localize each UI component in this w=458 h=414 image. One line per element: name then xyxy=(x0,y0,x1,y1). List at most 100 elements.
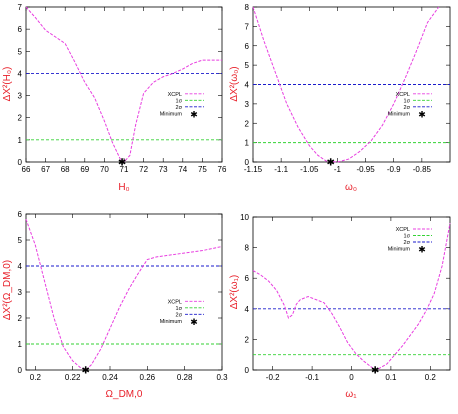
y-tick-label: 4 xyxy=(18,69,23,78)
x-tick-label: 66 xyxy=(22,165,31,174)
xcpl-curve xyxy=(252,223,451,371)
y-axis-label: ΔX²(Ω_DM,0) xyxy=(2,260,13,320)
legend-minimum-marker: ✱ xyxy=(418,245,426,255)
minimum-marker: ✱ xyxy=(326,158,334,169)
x-tick-label: 0 xyxy=(349,373,354,382)
x-tick-label: -1.1 xyxy=(274,165,288,174)
y-tick-label: 3 xyxy=(18,288,23,297)
y-tick-label: 3 xyxy=(245,100,250,109)
x-tick-label: -1.05 xyxy=(300,165,319,174)
x-tick-label: 75 xyxy=(198,165,207,174)
x-tick-label: 0.28 xyxy=(177,373,193,382)
x-tick-label: -0.95 xyxy=(356,165,375,174)
x-tick-label: -0.2 xyxy=(266,373,280,382)
x-tick-label: -0.9 xyxy=(387,165,401,174)
y-axis-label-text: ΔX²(ω₁) xyxy=(229,275,240,310)
y-tick-label: 1 xyxy=(18,136,23,145)
legend-one-sigma-label: 1σ xyxy=(176,306,183,312)
y-tick-label: 0 xyxy=(18,158,23,167)
xcpl-curve xyxy=(25,219,223,371)
minimum-marker: ✱ xyxy=(118,158,126,169)
y-axis-label-text: ΔX²(ω₀) xyxy=(229,66,240,101)
y-axis-label: ΔX²(ω₁) xyxy=(229,275,240,310)
plot-frame xyxy=(25,213,223,371)
legend-two-sigma-label: 2σ xyxy=(176,105,183,111)
y-tick-label: 2 xyxy=(18,114,23,123)
chart-panel-H0: 66 67 68 69 70 71 72 73 74 75 7601234567✱XCPL1σ2σM… xyxy=(2,3,227,193)
x-tick-label: -0.1 xyxy=(305,373,319,382)
x-tick-label: 0.2 xyxy=(30,373,42,382)
x-tick-label: 68 xyxy=(61,165,70,174)
y-tick-label: 5 xyxy=(245,61,250,70)
x-tick-label: 74 xyxy=(178,165,187,174)
y-tick-label: 2 xyxy=(245,335,250,344)
y-tick-label: 1 xyxy=(18,340,23,349)
x-tick-label: 72 xyxy=(139,165,148,174)
legend-xcpl-label: XCPL xyxy=(168,299,182,305)
y-tick-label: 6 xyxy=(245,274,250,283)
x-tick-label: 0.2 xyxy=(425,373,437,382)
y-tick-label: 5 xyxy=(18,236,23,245)
xcpl-curve xyxy=(25,6,222,163)
y-tick-label: 4 xyxy=(245,81,250,90)
x-tick-label: 73 xyxy=(159,165,168,174)
y-tick-label: 1 xyxy=(245,139,250,148)
legend-minimum-label: Minimum xyxy=(160,319,183,325)
y-tick-label: 0 xyxy=(245,158,250,167)
legend-minimum-label: Minimum xyxy=(388,111,411,117)
y-tick-label: 6 xyxy=(18,210,23,219)
x-axis-label-text: H₀ xyxy=(118,182,129,193)
x-tick-label: 0.1 xyxy=(385,373,397,382)
y-tick-label: 4 xyxy=(245,305,250,314)
chart-panel-w0: -1.15 -1.1 -1.05 -1 -0.95 -0.9 -0.85 0 1 2 3 4 5 6 7 8 ✱… xyxy=(229,3,451,193)
y-tick-label: 2 xyxy=(245,119,250,128)
y-axis-label: ΔX²(H₀) xyxy=(2,67,13,102)
y-tick-label: 5 xyxy=(18,47,23,56)
legend-minimum-label: Minimum xyxy=(388,247,411,253)
x-axis-label-text: ω₁ xyxy=(345,389,357,400)
y-tick-label: 0 xyxy=(245,366,250,375)
legend-two-sigma-label: 2σ xyxy=(404,240,411,246)
x-tick-label: 70 xyxy=(100,165,109,174)
y-tick-label: 2 xyxy=(18,314,23,323)
legend-xcpl-label: XCPL xyxy=(396,227,410,233)
legend-minimum-marker: ✱ xyxy=(418,109,426,119)
legend-xcpl-label: XCPL xyxy=(396,92,410,98)
legend-two-sigma-label: 2σ xyxy=(176,312,183,318)
y-tick-label: 4 xyxy=(18,262,23,271)
legend-one-sigma-label: 1σ xyxy=(404,234,411,240)
x-axis-label-text: ω₀ xyxy=(345,182,357,193)
legend-two-sigma-label: 2σ xyxy=(404,105,411,111)
y-tick-label: 3 xyxy=(18,92,23,101)
x-tick-label: -1 xyxy=(334,165,342,174)
y-axis-label-text: ΔX²(H₀) xyxy=(2,67,13,102)
y-tick-label: 7 xyxy=(18,3,23,12)
y-tick-label: 0 xyxy=(18,366,23,375)
plot-frame xyxy=(252,216,451,371)
y-tick-label: 8 xyxy=(245,244,250,253)
plot-frame xyxy=(25,6,223,163)
minimum-marker: ✱ xyxy=(82,366,90,377)
y-tick-label: 10 xyxy=(240,213,249,222)
y-tick-label: 8 xyxy=(245,3,250,12)
xcpl-curve xyxy=(252,6,440,163)
x-axis-label-text: Ω_DM,0 xyxy=(106,389,143,400)
y-tick-label: 6 xyxy=(245,42,250,51)
y-tick-label: 7 xyxy=(245,22,250,31)
x-tick-label: 76 xyxy=(218,165,227,174)
x-tick-label: 0.24 xyxy=(102,373,118,382)
legend-one-sigma-label: 1σ xyxy=(404,98,411,104)
legend-minimum-label: Minimum xyxy=(160,111,183,117)
legend-minimum-marker: ✱ xyxy=(190,109,198,119)
x-tick-label: -1.15 xyxy=(244,165,263,174)
x-tick-label: 0.22 xyxy=(65,373,81,382)
x-tick-label: 67 xyxy=(41,165,50,174)
x-tick-label: 0.3 xyxy=(216,373,228,382)
y-tick-label: 6 xyxy=(18,25,23,34)
